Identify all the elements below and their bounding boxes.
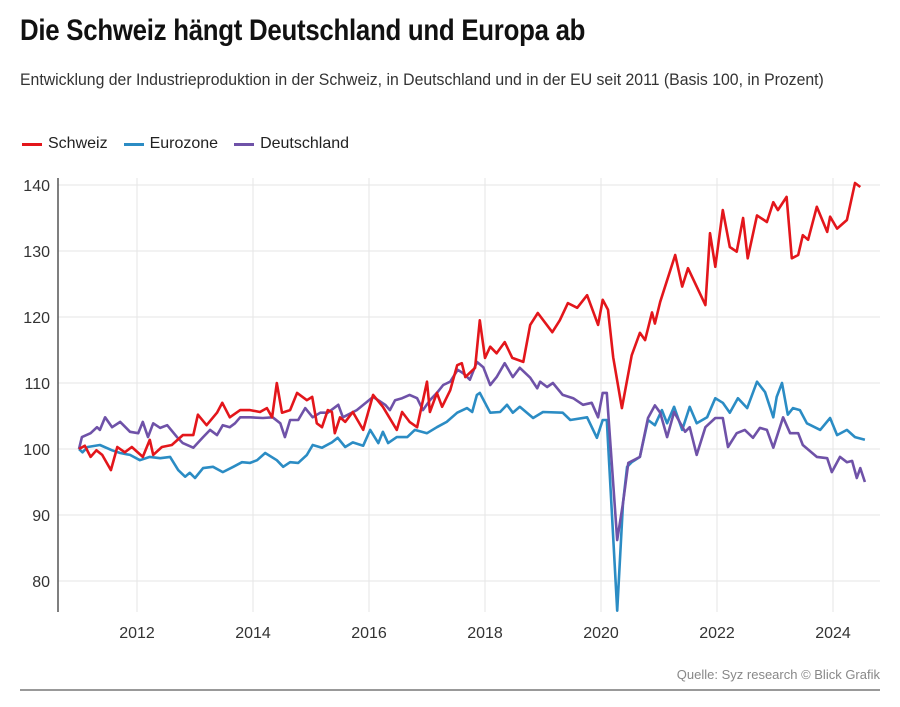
- series-line-eurozone: [78, 380, 866, 613]
- y-tick-label: 100: [23, 442, 50, 459]
- x-tick-label: 2020: [583, 625, 619, 642]
- legend-item-eurozone: Eurozone: [123, 135, 219, 153]
- y-tick-label: 80: [32, 574, 50, 591]
- y-tick-label: 130: [23, 244, 50, 261]
- x-tick-label: 2012: [119, 625, 155, 642]
- y-tick-label: 90: [32, 508, 50, 525]
- chart-title: Die Schweiz hängt Deutschland und Europa…: [20, 14, 586, 47]
- legend-swatch-deutschland: [234, 142, 255, 146]
- chart-subtitle: Entwicklung der Industrieproduktion in d…: [20, 70, 824, 89]
- x-tick-label: 2018: [467, 625, 503, 642]
- legend-swatch-schweiz: [22, 142, 42, 146]
- x-tick-label: 2022: [699, 625, 735, 642]
- legend-label-schweiz: Schweiz: [48, 135, 108, 152]
- legend-item-deutschland: Deutschland: [234, 135, 349, 153]
- legend-item-schweiz: Schweiz: [22, 135, 108, 153]
- x-tick-label: 2014: [235, 625, 271, 642]
- y-tick-label: 120: [23, 310, 50, 327]
- legend-swatch-eurozone: [123, 142, 144, 146]
- y-tick-label: 110: [24, 376, 50, 393]
- legend-label-eurozone: Eurozone: [149, 135, 219, 152]
- x-tick-label: 2016: [351, 625, 387, 642]
- series-line-deutschland: [77, 360, 867, 542]
- source-credit: Quelle: Syz research © Blick Grafik: [676, 667, 880, 682]
- legend: Schweiz Eurozone Deutschland: [22, 135, 349, 153]
- bottom-divider: [20, 689, 880, 691]
- series-line-schweiz: [78, 181, 862, 472]
- x-tick-label: 2024: [815, 625, 851, 642]
- legend-label-deutschland: Deutschland: [260, 135, 350, 152]
- y-tick-label: 140: [23, 178, 50, 195]
